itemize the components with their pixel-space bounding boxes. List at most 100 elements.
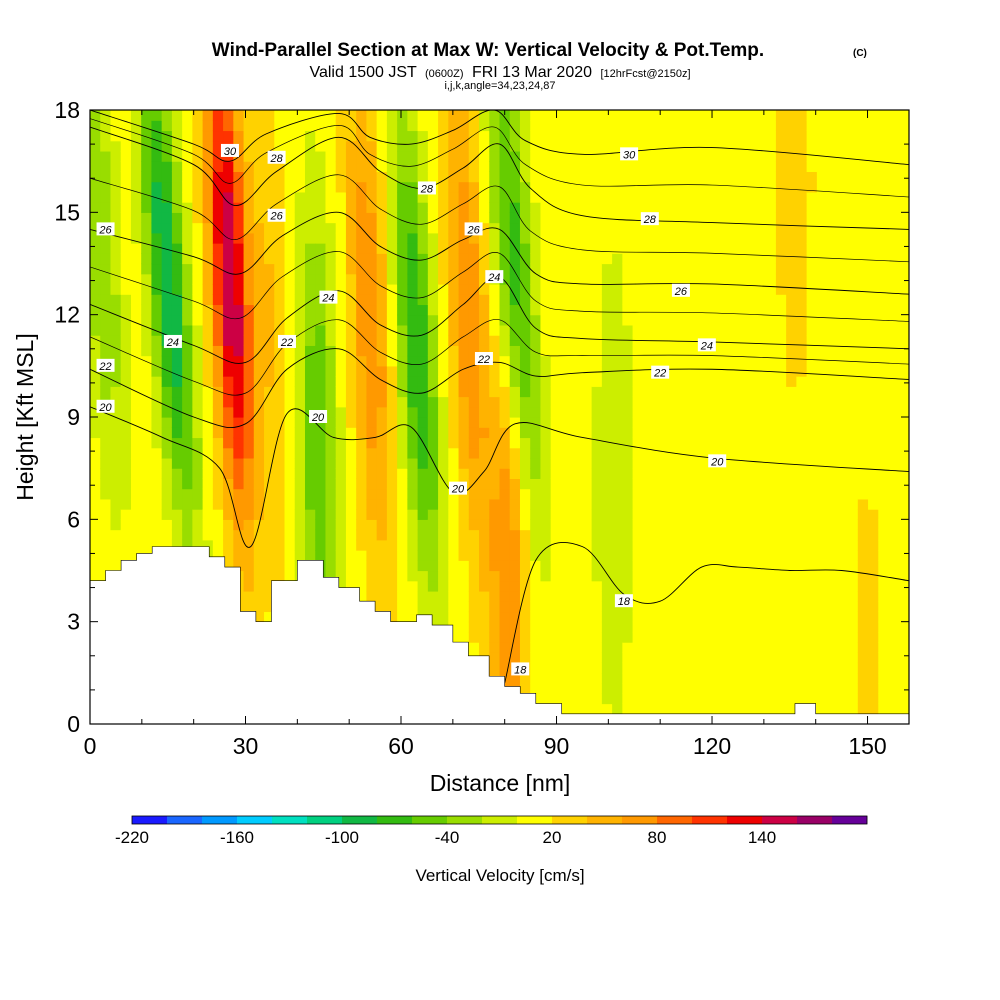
velocity-cell	[755, 232, 767, 244]
velocity-cell	[509, 457, 521, 469]
velocity-cell	[335, 355, 347, 367]
velocity-cell	[386, 601, 398, 613]
velocity-cell	[765, 672, 777, 684]
velocity-cell	[304, 232, 316, 244]
velocity-cell	[325, 222, 337, 234]
velocity-cell	[601, 335, 613, 346]
velocity-cell	[253, 283, 265, 295]
velocity-cell	[898, 273, 909, 285]
velocity-cell	[448, 140, 460, 152]
theta-contour-26	[90, 211, 909, 295]
velocity-cell	[417, 406, 429, 418]
velocity-cell	[837, 631, 849, 643]
velocity-cell	[765, 427, 777, 439]
velocity-cell	[868, 601, 879, 613]
velocity-cell	[335, 294, 347, 306]
velocity-cell	[765, 202, 777, 213]
svg-text:28: 28	[269, 153, 283, 165]
velocity-cell	[294, 110, 306, 121]
velocity-cell	[376, 222, 388, 234]
velocity-cell	[212, 273, 224, 285]
velocity-cell	[704, 232, 716, 244]
velocity-cell	[417, 386, 429, 398]
velocity-cell	[407, 212, 419, 224]
velocity-cell	[663, 683, 675, 694]
velocity-cell	[519, 468, 531, 479]
velocity-cell	[366, 324, 378, 336]
velocity-cell	[417, 560, 429, 572]
velocity-cell	[694, 161, 705, 172]
velocity-cell	[796, 519, 808, 531]
velocity-cell	[489, 478, 501, 490]
velocity-cell	[182, 345, 193, 357]
velocity-cell	[816, 232, 828, 244]
velocity-cell	[345, 263, 357, 275]
velocity-cell	[151, 191, 163, 203]
velocity-cell	[714, 191, 726, 203]
velocity-cell	[673, 181, 685, 193]
velocity-cell	[601, 273, 613, 285]
velocity-cell	[110, 161, 122, 172]
velocity-cell	[417, 601, 429, 613]
velocity-cell	[100, 283, 112, 295]
velocity-cell	[325, 212, 337, 224]
velocity-cell	[100, 263, 112, 275]
velocity-cell	[898, 376, 909, 387]
velocity-cell	[151, 529, 163, 541]
velocity-cell	[540, 365, 552, 377]
velocity-cell	[427, 294, 439, 306]
velocity-cell	[868, 570, 879, 582]
velocity-cell	[468, 601, 480, 613]
velocity-cell	[642, 539, 654, 551]
velocity-cell	[151, 396, 163, 408]
velocity-cell	[386, 283, 398, 295]
velocity-cell	[438, 447, 449, 459]
velocity-cell	[458, 529, 470, 541]
velocity-cell	[591, 580, 603, 592]
velocity-cell	[233, 550, 245, 561]
velocity-cell	[315, 243, 327, 254]
velocity-cell	[827, 539, 838, 551]
velocity-cell	[120, 550, 132, 561]
velocity-cell	[816, 550, 828, 561]
velocity-cell	[448, 314, 460, 326]
velocity-cell	[775, 130, 787, 142]
contour-label: 26	[671, 283, 690, 298]
velocity-cell	[816, 376, 828, 387]
velocity-cell	[816, 498, 828, 510]
velocity-cell	[591, 253, 603, 265]
velocity-cell	[253, 222, 265, 234]
velocity-cell	[489, 110, 501, 121]
velocity-cell	[212, 243, 224, 254]
velocity-cell	[786, 365, 797, 377]
velocity-cell	[694, 703, 705, 715]
velocity-cell	[202, 304, 214, 316]
velocity-cell	[202, 181, 214, 193]
velocity-cell	[755, 601, 767, 613]
velocity-cell	[560, 406, 572, 418]
velocity-cell	[284, 519, 296, 531]
velocity-cell	[571, 171, 582, 183]
velocity-cell	[898, 191, 909, 203]
velocity-cell	[786, 519, 797, 531]
velocity-cell	[376, 181, 388, 193]
velocity-cell	[253, 509, 265, 520]
velocity-cell	[612, 212, 623, 224]
velocity-cell	[816, 171, 828, 183]
velocity-cell	[724, 263, 736, 275]
velocity-cell	[714, 212, 726, 224]
velocity-cell	[376, 376, 388, 387]
velocity-cell	[888, 529, 900, 541]
velocity-cell	[837, 335, 849, 346]
velocity-cell	[847, 590, 859, 602]
velocity-cell	[571, 212, 582, 224]
velocity-cell	[745, 642, 757, 653]
velocity-cell	[806, 386, 818, 398]
velocity-cell	[591, 406, 603, 418]
velocity-cell	[284, 488, 296, 500]
velocity-cell	[550, 417, 562, 428]
velocity-cell	[745, 468, 757, 479]
velocity-cell	[571, 406, 582, 418]
velocity-cell	[386, 120, 398, 132]
velocity-cell	[560, 662, 572, 674]
